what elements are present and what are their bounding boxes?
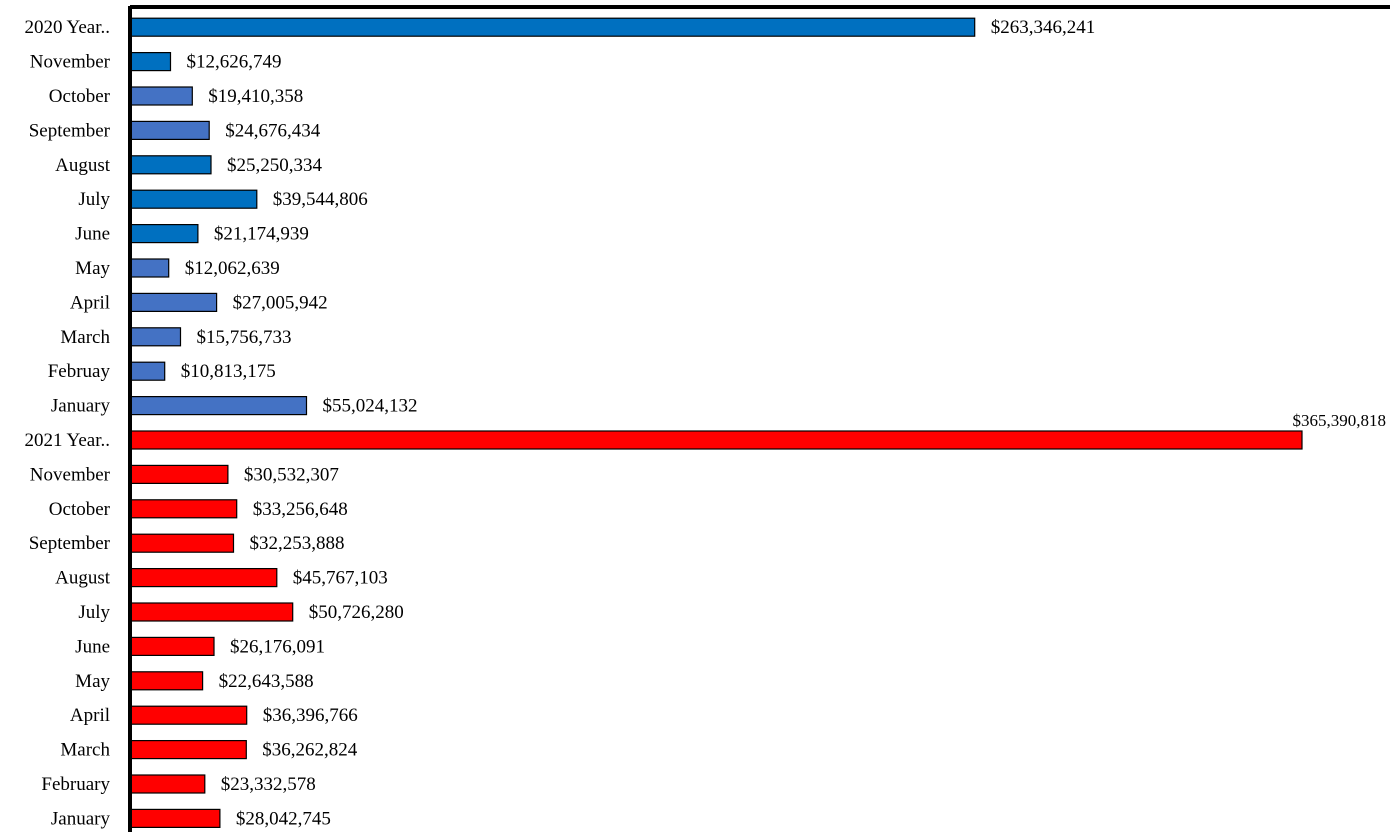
value-label-8: $27,005,942	[233, 292, 328, 313]
value-label-0: $263,346,241	[991, 17, 1095, 38]
category-label-11: January	[51, 396, 111, 417]
bar-20	[129, 705, 248, 725]
value-label-2: $19,410,358	[208, 86, 303, 107]
value-label-23: $28,042,745	[236, 808, 331, 829]
value-label-18: $26,176,091	[230, 636, 325, 657]
value-label-16: $45,767,103	[293, 568, 388, 589]
bar-19	[129, 671, 204, 691]
category-label-4: August	[55, 155, 111, 176]
bar-12	[129, 430, 1303, 450]
bar-23	[129, 808, 221, 829]
bar-13	[129, 464, 229, 484]
category-label-19: May	[75, 671, 110, 692]
value-label-11: $55,024,132	[323, 396, 418, 417]
value-label-22: $23,332,578	[221, 774, 316, 795]
category-label-3: September	[29, 120, 111, 141]
value-label-7: $12,062,639	[185, 258, 280, 279]
category-label-2: October	[49, 86, 111, 107]
category-label-15: September	[29, 533, 111, 554]
value-label-4: $25,250,334	[227, 155, 323, 176]
category-label-10: Februay	[48, 361, 111, 382]
category-label-18: June	[75, 636, 110, 657]
value-label-10: $10,813,175	[181, 361, 276, 382]
category-label-5: July	[78, 189, 110, 210]
category-label-14: October	[49, 499, 111, 520]
category-label-6: June	[75, 224, 110, 245]
value-label-17: $50,726,280	[309, 602, 404, 623]
bar-18	[129, 636, 215, 657]
bar-17	[129, 602, 294, 622]
bar-5	[129, 189, 258, 209]
category-label-20: April	[70, 705, 110, 726]
value-label-21: $36,262,824	[262, 740, 358, 761]
value-label-3: $24,676,434	[225, 120, 321, 141]
bar-7	[129, 258, 170, 278]
category-label-13: November	[30, 464, 111, 485]
category-label-21: March	[60, 740, 110, 761]
axis-layer	[128, 5, 1390, 832]
category-label-16: August	[55, 568, 111, 589]
value-label-13: $30,532,307	[244, 464, 339, 485]
category-label-9: March	[60, 327, 110, 348]
bar-1	[129, 51, 172, 72]
bar-8	[129, 292, 218, 312]
bar-4	[129, 155, 212, 175]
category-label-17: July	[78, 602, 110, 623]
labels-layer: 2020 Year.. $263,346,241 November $12,626,7…	[24, 17, 1386, 829]
value-label-14: $33,256,648	[253, 499, 348, 520]
bar-15	[129, 533, 235, 553]
value-label-12: $365,390,818	[1293, 411, 1387, 430]
bar-16	[129, 567, 278, 588]
category-label-12: 2021 Year..	[24, 430, 110, 451]
category-label-8: April	[70, 292, 110, 313]
category-label-0: 2020 Year..	[24, 17, 110, 38]
bar-3	[129, 120, 210, 141]
bar-6	[129, 224, 199, 244]
value-label-15: $32,253,888	[250, 533, 345, 554]
value-label-1: $12,626,749	[187, 52, 282, 73]
bar-0	[129, 17, 976, 37]
category-label-23: January	[51, 808, 111, 829]
bar-9	[129, 327, 182, 347]
value-label-6: $21,174,939	[214, 224, 309, 245]
category-label-7: May	[75, 258, 110, 279]
value-label-19: $22,643,588	[219, 671, 314, 692]
bar-11	[129, 396, 308, 416]
bar-21	[129, 739, 247, 760]
category-label-1: November	[30, 52, 111, 73]
bar-2	[129, 86, 193, 106]
value-label-9: $15,756,733	[197, 327, 292, 348]
bar-14	[129, 499, 238, 519]
bar-10	[129, 361, 166, 381]
bar-22	[129, 774, 206, 794]
value-label-5: $39,544,806	[273, 189, 368, 210]
value-label-20: $36,396,766	[263, 705, 358, 726]
category-label-22: February	[41, 774, 110, 795]
